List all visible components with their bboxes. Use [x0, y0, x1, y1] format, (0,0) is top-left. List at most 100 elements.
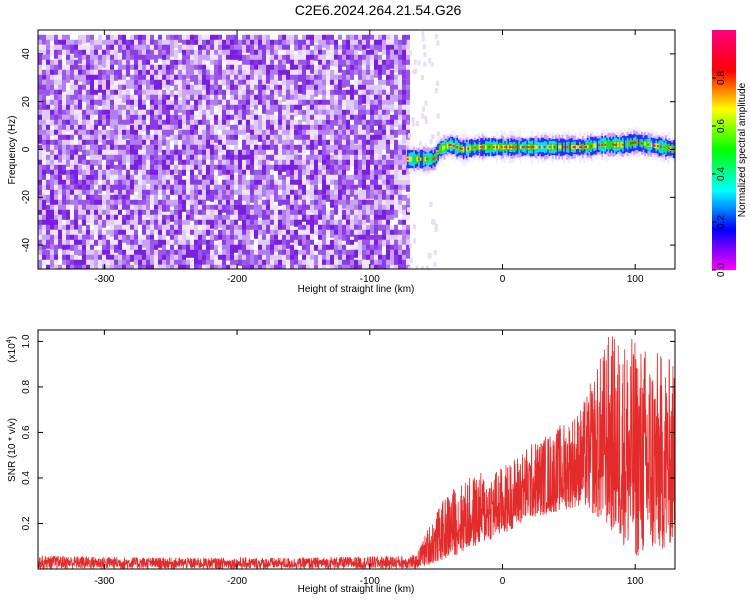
- noise-cell: [362, 149, 366, 156]
- noise-cell: [58, 144, 62, 153]
- noise-cell: [218, 59, 222, 65]
- noise-cell: [66, 104, 70, 113]
- noise-cell: [38, 154, 42, 163]
- signal-cell: [524, 143, 527, 151]
- noise-cell: [334, 129, 338, 139]
- signal-cell: [535, 145, 538, 149]
- noise-cell: [282, 229, 286, 235]
- noise-cell: [218, 49, 222, 57]
- noise-cell: [226, 89, 230, 95]
- noise-cell: [166, 179, 170, 185]
- noise-cell: [170, 169, 174, 179]
- noise-cell: [206, 49, 210, 58]
- noise-cell: [290, 134, 294, 141]
- noise-cell: [158, 124, 162, 133]
- noise-cell: [250, 84, 254, 93]
- noise-cell: [390, 119, 394, 125]
- signal-cell: [416, 156, 419, 162]
- noise-cell: [94, 199, 98, 208]
- noise-cell: [74, 104, 78, 110]
- noise-cell: [158, 234, 162, 241]
- noise-cell: [150, 224, 154, 231]
- noise-cell: [118, 69, 122, 80]
- noise-cell: [62, 134, 66, 144]
- noise-cell: [374, 224, 378, 235]
- signal-cell: [461, 147, 463, 150]
- noise-cell: [158, 229, 162, 238]
- noise-cell: [130, 114, 134, 124]
- noise-cell: [94, 99, 98, 108]
- noise-cell: [394, 64, 398, 73]
- noise-cell: [194, 119, 198, 127]
- noise-cell: [350, 154, 354, 163]
- noise-cell: [66, 44, 70, 51]
- noise-cell: [110, 49, 114, 58]
- noise-cell: [294, 264, 298, 269]
- noise-cell: [126, 194, 130, 202]
- noise-cell: [322, 149, 326, 157]
- noise-cell: [302, 234, 306, 242]
- noise-cell: [334, 59, 338, 67]
- noise-cell: [38, 54, 42, 63]
- signal-cell: [481, 145, 484, 149]
- noise-cell: [370, 169, 374, 178]
- noise-cell: [262, 239, 266, 245]
- noise-cell: [306, 74, 310, 81]
- noise-cell: [126, 144, 130, 154]
- noise-cell: [214, 134, 218, 143]
- noise-cell: [354, 179, 358, 185]
- noise-cell: [314, 69, 318, 76]
- noise-cell: [186, 144, 190, 155]
- noise-cell: [94, 69, 98, 79]
- noise-cell: [142, 254, 146, 263]
- noise-cell: [118, 229, 122, 238]
- noise-cell: [362, 219, 366, 226]
- noise-cell: [258, 184, 262, 190]
- noise-cell: [402, 159, 406, 166]
- noise-cell: [94, 89, 98, 98]
- noise-cell: [250, 124, 254, 134]
- noise-cell: [226, 44, 230, 50]
- noise-cell: [394, 234, 398, 243]
- noise-cell: [82, 184, 86, 192]
- noise-cell: [350, 144, 354, 152]
- noise-cell: [90, 254, 94, 263]
- noise-cell: [58, 219, 62, 229]
- noise-cell: [154, 54, 158, 63]
- noise-cell: [222, 159, 226, 165]
- noise-cell: [170, 234, 174, 244]
- noise-cell: [86, 64, 90, 71]
- noise-cell: [258, 39, 262, 49]
- noise-cell: [42, 189, 46, 196]
- noise-cell: [134, 154, 138, 160]
- noise-cell: [158, 114, 162, 120]
- noise-cell: [146, 159, 150, 169]
- noise-cell: [158, 174, 162, 180]
- noise-cell: [62, 84, 66, 92]
- noise-cell: [294, 254, 298, 260]
- noise-cell: [222, 174, 226, 182]
- noise-cell: [78, 69, 82, 78]
- noise-cell: [78, 259, 82, 267]
- noise-cell: [210, 249, 214, 259]
- noise-cell: [402, 254, 406, 261]
- noise-cell: [402, 109, 406, 118]
- noise-cell: [290, 64, 294, 74]
- noise-cell: [306, 139, 310, 148]
- noise-cell: [162, 124, 166, 130]
- noise-cell: [110, 154, 114, 163]
- noise-cell: [198, 179, 202, 188]
- noise-cell: [62, 184, 66, 190]
- noise-cell: [354, 99, 358, 108]
- noise-cell: [402, 39, 406, 46]
- noise-cell: [274, 164, 278, 171]
- noise-cell: [274, 254, 278, 260]
- noise-cell: [182, 109, 186, 118]
- noise-cell: [382, 264, 386, 269]
- noise-cell: [106, 239, 110, 250]
- noise-cell: [70, 229, 74, 239]
- noise-cell: [202, 64, 206, 70]
- noise-cell: [178, 224, 182, 230]
- noise-cell: [318, 89, 322, 95]
- noise-cell: [218, 154, 222, 162]
